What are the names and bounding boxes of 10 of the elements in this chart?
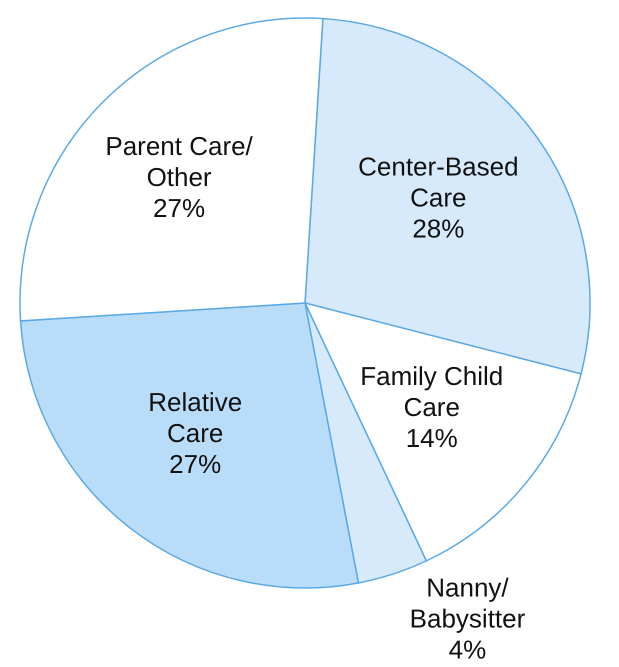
data-label: 27% bbox=[169, 449, 222, 480]
slice-label: Family Child Care bbox=[360, 361, 504, 422]
slice-label: Relative Care bbox=[148, 387, 242, 448]
data-label: 4% bbox=[448, 634, 486, 665]
data-label: 14% bbox=[406, 423, 458, 453]
slice-label: Parent Care/Other bbox=[105, 131, 254, 192]
data-label: 28% bbox=[412, 213, 464, 244]
data-label: 27% bbox=[153, 193, 206, 224]
slice-label: Nanny/Babysitter bbox=[410, 572, 526, 634]
slice-label: Center-Based Care bbox=[358, 151, 519, 212]
